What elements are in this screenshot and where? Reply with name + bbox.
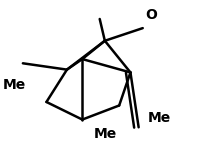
Text: Me: Me xyxy=(3,78,26,92)
Text: Me: Me xyxy=(148,111,171,125)
Text: Me: Me xyxy=(94,127,117,141)
Text: O: O xyxy=(145,8,157,22)
